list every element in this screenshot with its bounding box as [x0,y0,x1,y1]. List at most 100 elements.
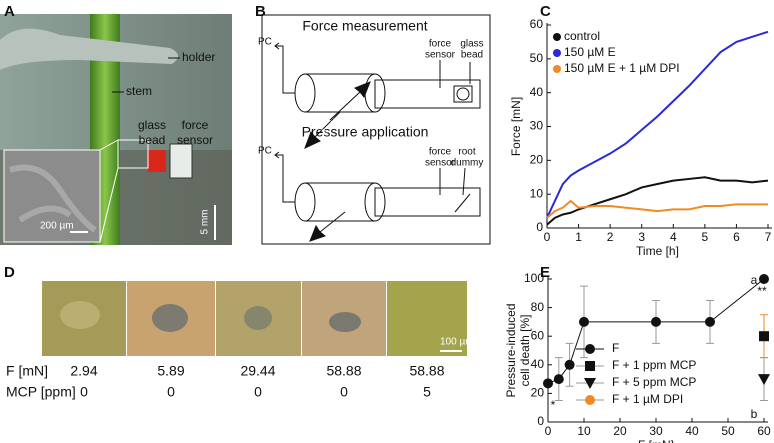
marker [553,374,564,385]
micrograph [387,281,467,356]
root-dummy [454,193,471,213]
x-tick-label: 0 [544,230,551,244]
y-tick-label: 80 [531,300,545,314]
x-tick-label: 1 [575,230,582,244]
annotation: b [751,407,758,421]
b-label: force [429,147,452,158]
marker [651,316,661,327]
inset-texture [9,164,97,233]
y-tick-label: 20 [531,386,545,400]
inset-scale: 200 µm [40,221,74,232]
label-force: force [182,118,209,132]
x-tick-label: 60 [757,424,771,438]
legend-label: 150 µM E [564,45,616,59]
scale-label: 5 mm [200,210,211,235]
f-value: 58.88 [326,363,361,379]
b-title: Force measurement [302,18,427,34]
f-value: 5.89 [157,363,184,379]
stain [152,304,188,332]
y-axis-label: Force [mN] [509,97,523,156]
stain [329,312,361,332]
pc-cable [274,151,295,203]
data-line [546,30,769,219]
marker [543,378,553,389]
arrow-down [309,211,346,242]
legend-marker [553,33,561,41]
marker [705,316,715,327]
b-label: dummy [451,158,484,169]
marker [758,374,770,386]
inset-image [3,149,101,243]
label-bead: bead [139,133,166,147]
x-axis-label: F [mN] [638,438,674,443]
f-value: 58.88 [409,363,444,379]
bead [456,87,470,101]
pc: PC [258,37,272,48]
y-axis-label: Pressure-induced [504,303,518,397]
mcp-label: MCP [ppm] [6,384,76,400]
legend-marker [585,395,595,405]
mcp-value: 0 [254,384,262,400]
panel-b [261,14,491,245]
legend-label: control [564,29,600,43]
annotation: * [551,398,556,412]
legend-label: F + 1 µM DPI [612,392,683,406]
panel-d: 100 µm F [mN] MCP [ppm] [6,281,474,400]
panel-label: A [4,3,15,20]
label-holder: holder [182,50,215,64]
x-tick-label: 5 [702,230,709,244]
cylinder-end [364,182,386,222]
x-tick-label: 0 [545,424,552,438]
y-axis-label: cell death [%] [518,314,532,386]
marker [564,359,575,370]
panel-label: D [4,264,15,281]
arrow-down [304,111,341,149]
y-tick-label: 0 [537,414,544,428]
y-tick-label: 0 [536,220,543,234]
arrow-up [329,81,371,121]
data-line [546,199,768,219]
d-scale: 100 µm [440,337,474,348]
y-tick-label: 40 [530,85,544,99]
b-label: sensor [425,50,456,61]
panel-a: 200 µm 5 mm holder stem glass bead force… [0,14,232,245]
pc: PC [258,146,272,157]
legend-label: F [612,341,619,355]
mcp-value: 5 [423,384,431,400]
x-tick-label: 2 [607,230,614,244]
f-value: 29.44 [240,363,275,379]
legend-marker [585,361,595,371]
sensor-box [374,187,481,217]
legend-label: F + 1 ppm MCP [612,358,696,372]
marker [759,274,769,284]
legend-marker [585,344,595,354]
y-tick-label: 20 [530,153,544,167]
holder-image [0,28,179,71]
legend-label: F + 5 ppm MCP [612,375,696,389]
b-label: bead [461,50,483,61]
panel-label: B [255,3,266,20]
x-tick-label: 3 [638,230,645,244]
cylinder-end [294,73,316,113]
y-tick-label: 50 [530,51,544,65]
inset-connector [99,167,119,243]
stain [244,306,272,330]
annotation: a [751,273,758,287]
y-tick-label: 10 [530,186,544,200]
x-tick-label: 20 [613,424,627,438]
bead-box [453,85,473,103]
sensor-box [374,79,481,109]
x-tick-label: 6 [733,230,740,244]
legend-label: 150 µM E + 1 µM DPI [564,61,680,75]
panel-b-frame [261,14,491,245]
sensor-image [169,143,193,179]
label-sensor: sensor [177,133,213,147]
inset-frame [117,139,149,169]
legend-marker [553,49,561,57]
x-tick-label: 40 [685,424,699,438]
pc-cable [274,42,295,94]
leader [462,167,466,196]
y-tick-label: 30 [530,119,544,133]
y-tick-label: 40 [531,357,545,371]
